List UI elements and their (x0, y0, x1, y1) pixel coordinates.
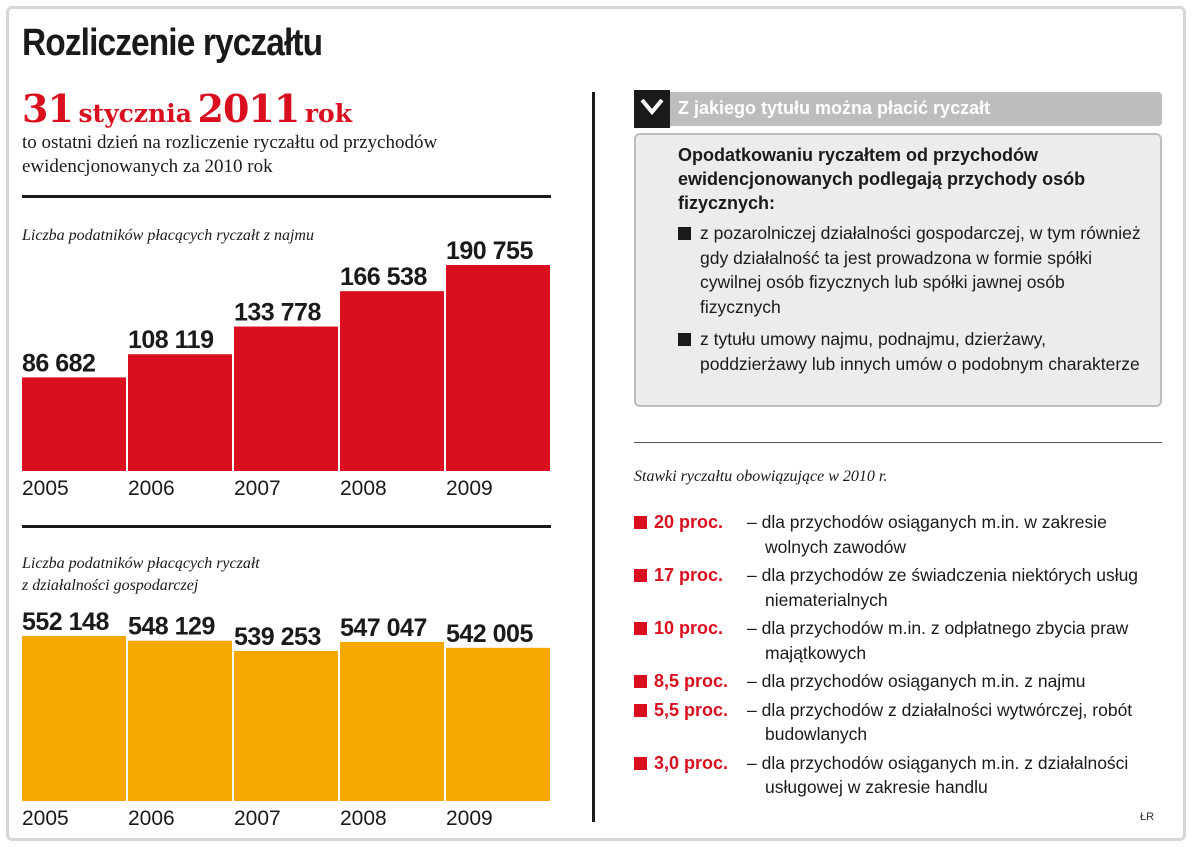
chart-1-title: Liczba podatników płacących ryczałt z na… (22, 227, 314, 244)
rate-item: 8,5 proc. – dla przychodów osiąganych m.i… (634, 669, 1164, 694)
rate-value: 17 proc. (654, 565, 724, 585)
rate-description: – dla przychodów z działalności wytwórcz… (747, 699, 1133, 745)
bullet-square-icon (634, 516, 647, 529)
rate-value: 8,5 proc. (654, 671, 729, 691)
bullet-square-icon (634, 569, 647, 582)
bar-value-label: 548 129 (128, 613, 215, 641)
year-tick-label: 2009 (446, 807, 493, 830)
rate-item: 20 proc. – dla przychodów osiąganych m.in… (634, 510, 1164, 559)
author-credit: ŁR (1140, 811, 1155, 823)
bar-value-label: 86 682 (22, 349, 95, 377)
chart-business: 552 148 2005 548 129 2006 539 253 2007 547 047… (22, 608, 550, 830)
info-box-list: z pozarolniczej działalności gospodarcze… (678, 221, 1148, 384)
bar-value-label: 539 253 (234, 623, 321, 651)
rate-description: – dla przychodów ze świadczenia niektóry… (747, 565, 1139, 610)
rate-value: 20 proc. (654, 512, 724, 532)
bar-value-label: 133 778 (234, 299, 321, 327)
bar-2005 (22, 636, 126, 801)
bar-value-label: 108 119 (128, 326, 214, 354)
bar-2007 (234, 651, 338, 801)
year-tick-label: 2006 (128, 477, 175, 500)
chart-rental: 86 682 2005 108 119 2006 133 778 2007 166 538 2… (22, 237, 550, 500)
deadline-month: stycznia (78, 99, 192, 128)
bar-value-label: 166 538 (340, 263, 427, 291)
year-tick-label: 2005 (22, 807, 69, 830)
info-box-heading: Z jakiego tytułu można płacić ryczałt (678, 98, 991, 118)
bar-value-label: 190 755 (446, 237, 533, 265)
list-item-text: z tytułu umowy najmu, podnajmu, dzierżaw… (700, 329, 1140, 374)
bar-2008 (340, 641, 444, 801)
year-tick-label: 2008 (340, 477, 387, 500)
bar-2009 (446, 265, 550, 471)
rates-list: 20 proc. – dla przychodów osiąganych m.in… (634, 510, 1164, 804)
rate-item: 17 proc. – dla przychodów ze świadczenia … (634, 563, 1164, 612)
rate-value: 5,5 proc. (654, 699, 729, 720)
bar-2009 (446, 647, 550, 801)
info-box-header: Z jakiego tytułu można płacić ryczałt (634, 90, 1162, 128)
rate-item: 5,5 proc. – dla przychodów z działalności… (634, 698, 1164, 747)
year-tick-label: 2006 (128, 807, 175, 830)
rate-value: 3,0 proc. (654, 752, 729, 773)
section-rule (634, 442, 1162, 443)
chart-2-title-line-2: z działalności gospodarczej (22, 577, 199, 594)
deadline-suffix: rok (304, 99, 353, 128)
rate-item: 10 proc. – dla przychodów m.in. z odpłatn… (634, 616, 1164, 665)
year-tick-label: 2008 (340, 807, 387, 830)
section-rule (22, 525, 551, 528)
info-box: Opodatkowaniu ryczałtem od przychodów ew… (634, 133, 1162, 407)
chart-2-title: Liczba podatników płacących ryczałt z dz… (22, 553, 260, 597)
chart-2-title-line-1: Liczba podatników płacących ryczałt (22, 555, 260, 572)
info-box-intro: Opodatkowaniu ryczałtem od przychodów ew… (678, 145, 1086, 213)
deadline-day: 31 (22, 86, 74, 131)
section-rule (22, 195, 551, 198)
deadline-description: to ostatni dzień na rozliczenie ryczałtu… (22, 132, 438, 177)
year-tick-label: 2007 (234, 807, 281, 830)
rate-description: – dla przychodów osiąganych m.in. z dzia… (747, 752, 1129, 798)
list-item: z pozarolniczej działalności gospodarcze… (678, 221, 1148, 319)
rate-item: 3,0 proc. – dla przychodów osiąganych m.i… (634, 751, 1164, 800)
rates-title: Stawki ryczałtu obowiązujące w 2010 r. (634, 468, 888, 485)
rate-value: 10 proc. (654, 618, 724, 638)
deadline-year: 2011 (197, 86, 301, 131)
year-tick-label: 2009 (446, 477, 493, 500)
bullet-square-icon (634, 675, 647, 688)
bar-value-label: 552 148 (22, 608, 109, 636)
bar-2005 (22, 377, 126, 471)
list-item-text: z pozarolniczej działalności gospodarcze… (700, 223, 1141, 317)
year-tick-label: 2005 (22, 477, 69, 500)
bar-value-label: 547 047 (340, 614, 427, 642)
bullet-square-icon (634, 703, 647, 717)
bar-2006 (128, 354, 232, 471)
page-title: Rozliczenie ryczałtu (22, 22, 323, 64)
bar-value-label: 542 005 (446, 620, 533, 648)
list-item: z tytułu umowy najmu, podnajmu, dzierżaw… (678, 327, 1148, 376)
bullet-square-icon (634, 756, 647, 770)
column-divider (592, 92, 595, 822)
bullet-square-icon (634, 622, 647, 635)
bar-2008 (340, 291, 444, 471)
rate-description: – dla przychodów m.in. z odpłatnego zbyc… (747, 618, 1129, 663)
bullet-square-icon (678, 333, 691, 346)
bullet-square-icon (678, 227, 691, 240)
bar-2006 (128, 640, 232, 801)
rate-description: – dla przychodów osiąganych m.in. w zakr… (747, 512, 1107, 557)
deadline-headline: 31 stycznia 2011 rok (22, 86, 352, 131)
rate-description: – dla przychodów osiąganych m.in. z najm… (747, 671, 1086, 691)
chevron-down-icon (634, 90, 670, 128)
bar-2007 (234, 326, 338, 471)
year-tick-label: 2007 (234, 477, 281, 500)
